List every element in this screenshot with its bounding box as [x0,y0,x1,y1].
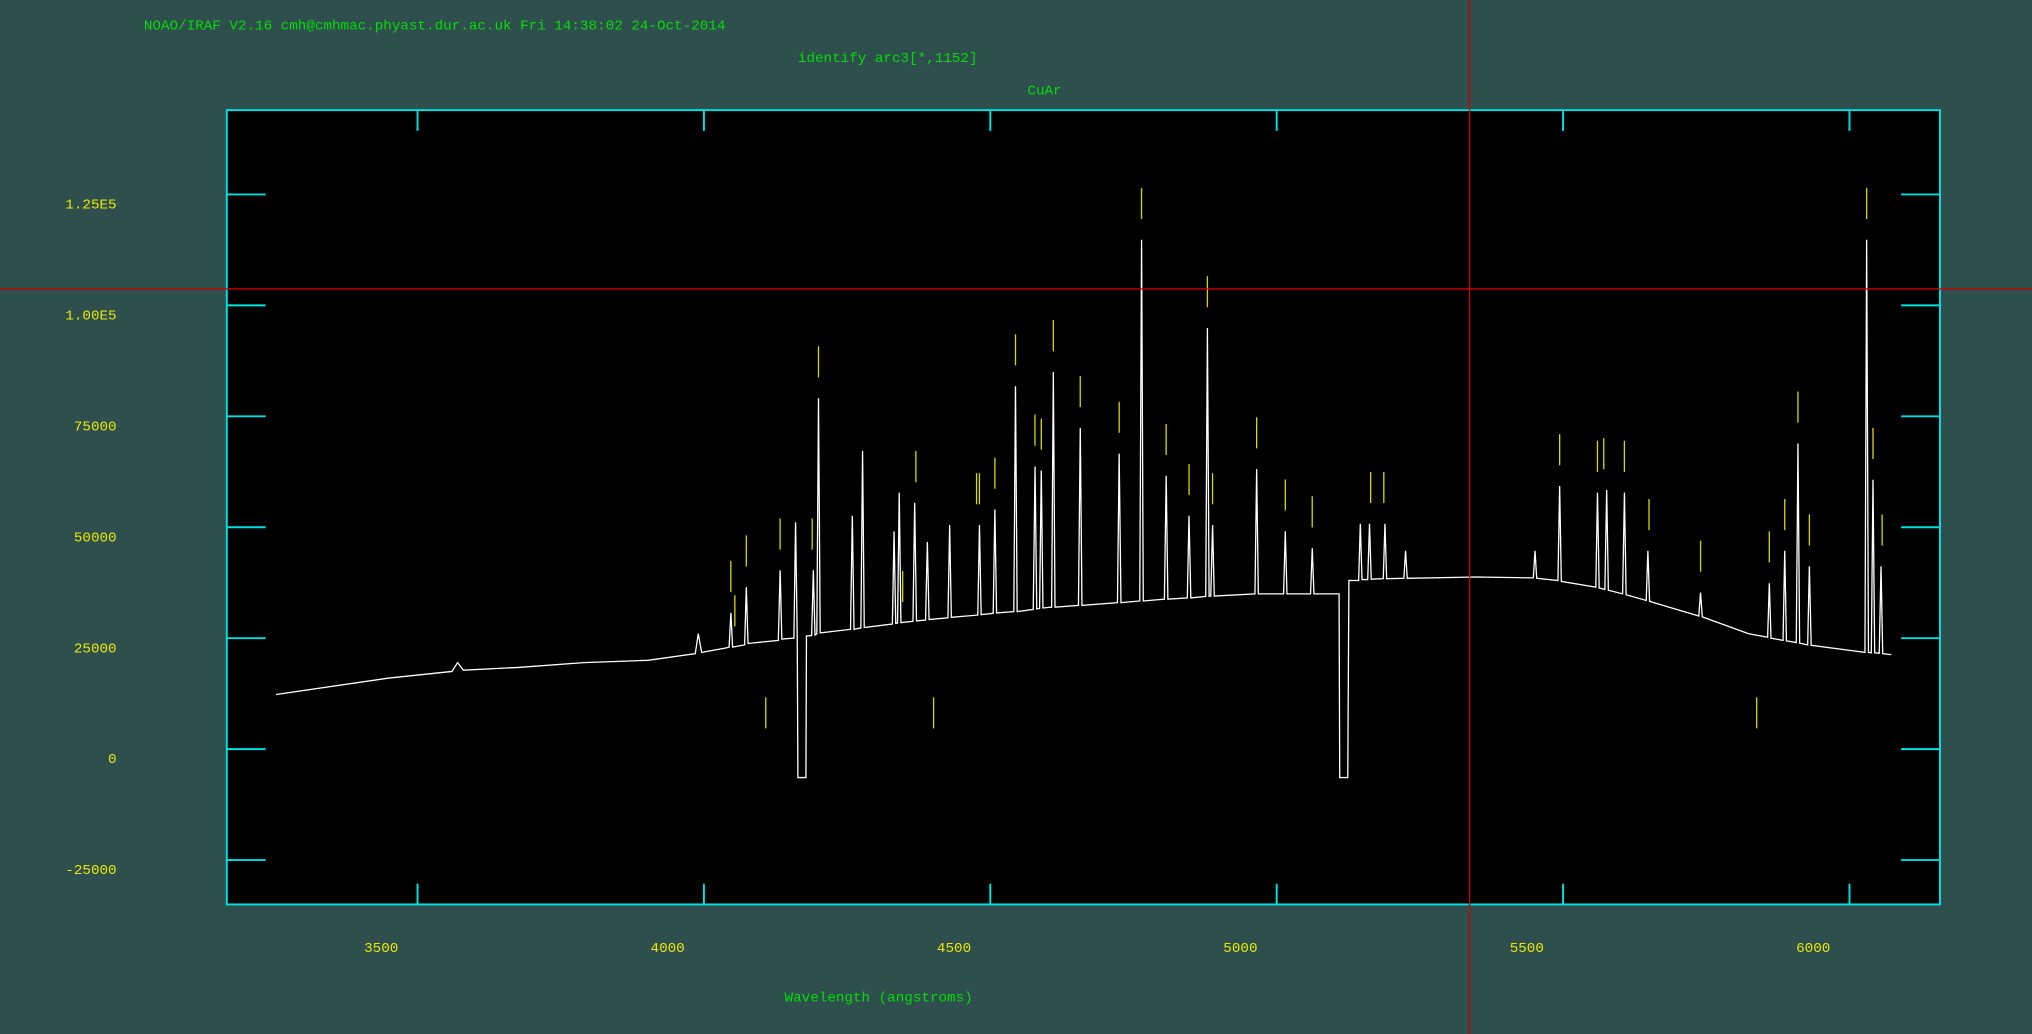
y-tick-label: 75000 [74,419,117,435]
y-tick-label: 0 [108,752,117,768]
y-tick-label: 50000 [74,530,117,546]
plot-frame [225,109,1941,906]
y-tick-label: -25000 [65,863,116,879]
chart-subtitle: CuAr [1027,83,1061,99]
x-tick-label: 5500 [1510,941,1544,957]
x-tick-label: 3500 [364,941,398,957]
y-tick-label: 1.00E5 [65,309,116,325]
x-tick-label: 6000 [1796,941,1830,957]
x-tick-label: 4500 [937,941,971,957]
y-tick-label: 1.25E5 [65,198,116,214]
plot-area [226,110,1940,905]
x-tick-label: 4000 [651,941,685,957]
x-tick-label: 5000 [1223,941,1257,957]
spectrum-line [275,239,1892,779]
x-axis-label: Wavelength (angstroms) [785,990,973,1006]
y-tick-label: 25000 [74,641,117,657]
chart-title: identify arc3[*,1152] [798,51,978,67]
header: NOAO/IRAF V2.16 cmh@cmhmac.phyast.dur.ac… [144,19,726,35]
